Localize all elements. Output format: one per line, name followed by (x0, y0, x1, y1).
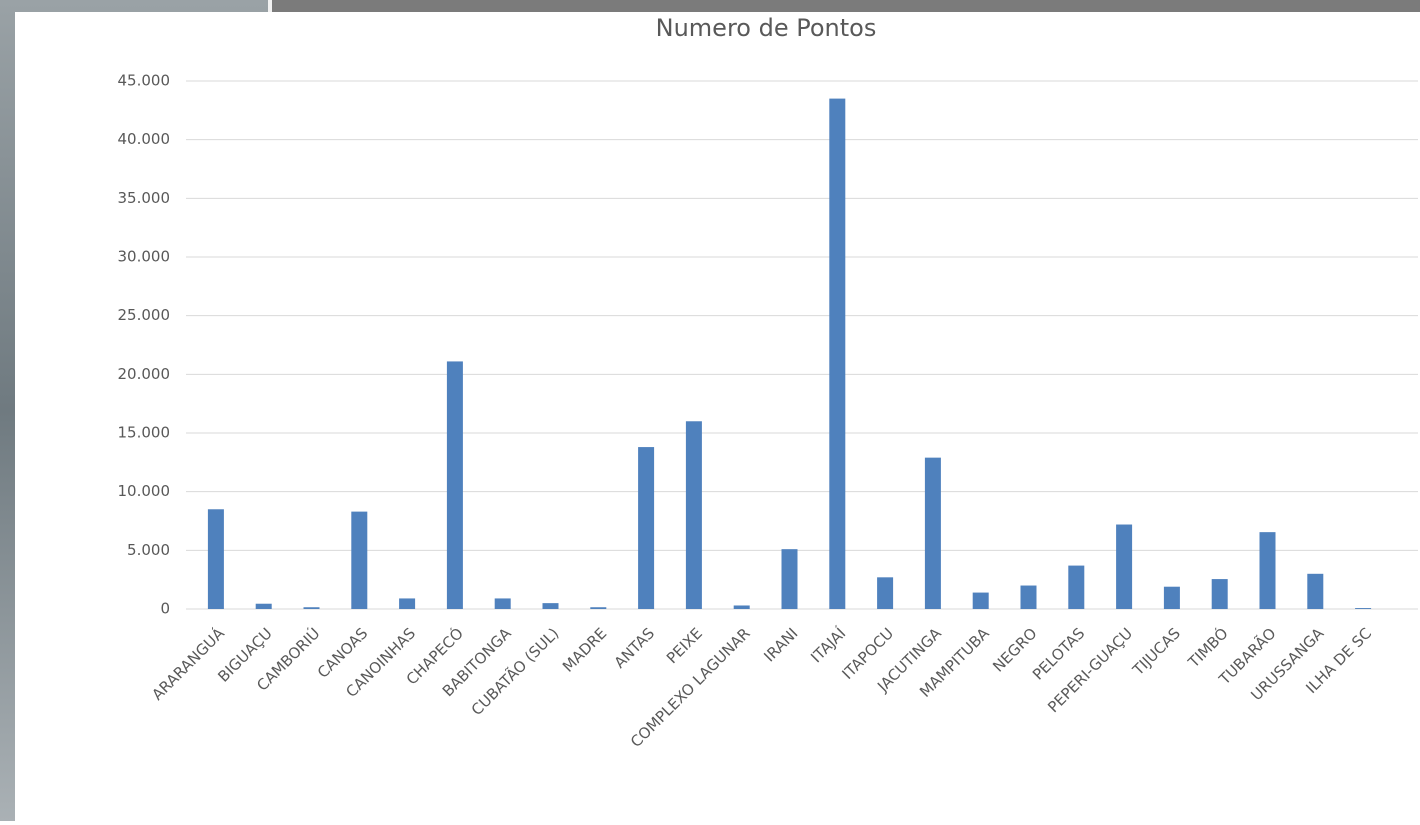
bar (1021, 586, 1037, 609)
bar (447, 361, 463, 609)
bar (686, 421, 702, 609)
bar (1164, 587, 1180, 609)
chart-area (15, 12, 1420, 821)
y-tick-label: 20.000 (118, 365, 171, 383)
top-bar (272, 0, 1420, 12)
bar (543, 603, 559, 609)
bar (1116, 525, 1132, 609)
bar (1212, 579, 1228, 609)
bar (256, 604, 272, 609)
bar (1307, 574, 1323, 609)
bar (399, 598, 415, 609)
bar (351, 512, 367, 609)
bar (925, 458, 941, 609)
y-tick-label: 15.000 (118, 424, 171, 442)
y-tick-label: 10.000 (118, 482, 171, 500)
bar (877, 577, 893, 609)
bar (208, 509, 224, 609)
bar (734, 605, 750, 609)
bar (1355, 608, 1371, 609)
chart: Numero de Pontos 0 5.000 10.000 15.000 20.00… (0, 0, 1420, 821)
page: Numero de Pontos 0 5.000 10.000 15.000 20.00… (0, 0, 1420, 821)
y-tick-label: 0 (160, 600, 170, 618)
y-tick-label: 40.000 (118, 130, 171, 148)
bar (590, 607, 606, 609)
y-tick-label: 25.000 (118, 306, 171, 324)
chart-title: Numero de Pontos (656, 14, 877, 42)
bar (829, 99, 845, 609)
bar (304, 607, 320, 609)
y-tick-label: 5.000 (127, 541, 170, 559)
bar (782, 549, 798, 609)
y-tick-label: 30.000 (118, 248, 171, 266)
bar (1068, 566, 1084, 609)
bar (973, 593, 989, 609)
y-tick-label: 45.000 (118, 72, 171, 90)
y-tick-label: 35.000 (118, 189, 171, 207)
bar (1260, 532, 1276, 609)
bar (495, 598, 511, 609)
separator (268, 0, 272, 12)
bar (638, 447, 654, 609)
